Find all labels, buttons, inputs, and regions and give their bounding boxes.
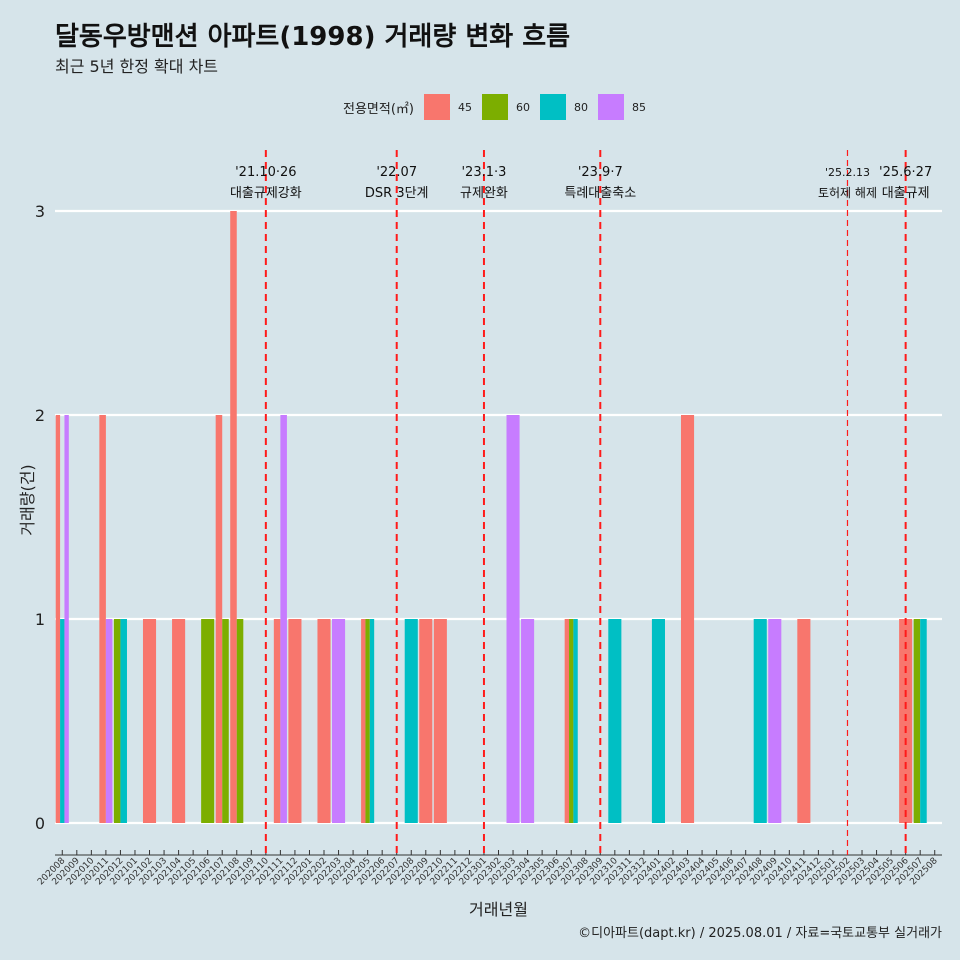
- bar-202507-60: [913, 619, 921, 823]
- bar-202307-45: [564, 619, 570, 823]
- event-label-0: 대출규제강화: [230, 186, 302, 201]
- bar-202107-45: [215, 415, 223, 823]
- legend-item-80: 80: [539, 94, 594, 120]
- legend-label-45: 45: [457, 100, 472, 114]
- bar-202307-60: [569, 619, 574, 823]
- bar-202012-60: [113, 619, 121, 823]
- bar-202008-80: [60, 619, 65, 823]
- bar-202102-45: [142, 619, 157, 823]
- bar-202205-80: [369, 619, 375, 823]
- bar-202012-80: [120, 619, 127, 823]
- event-date-0: '21.10·26: [235, 165, 296, 180]
- y-tick-label-2: 2: [35, 406, 45, 425]
- legend-key-85: [597, 94, 624, 120]
- bar-202401-80: [651, 619, 665, 823]
- legend-label-60: 60: [515, 100, 530, 114]
- bar-202108-60: [236, 619, 244, 823]
- bar-202108-45: [230, 211, 237, 823]
- y-tick-label-0: 0: [35, 814, 45, 833]
- legend-item-85: 85: [597, 94, 652, 120]
- legend-title: 전용면적(㎡): [343, 101, 414, 117]
- event-label-5: 대출규제: [882, 186, 930, 201]
- bar-202208-80: [404, 619, 418, 823]
- bar-202104-45: [172, 619, 186, 823]
- legend-item-60: 60: [481, 94, 536, 120]
- legend-key-80: [539, 94, 566, 120]
- y-axis-title: 거래량(건): [18, 464, 37, 535]
- event-date-5: '25.6·27: [879, 165, 932, 180]
- bar-202506-45: [899, 619, 913, 823]
- chart-title: 달동우방맨션 아파트(1998) 거래량 변화 흐름: [55, 22, 571, 52]
- bar-202112-45: [288, 619, 302, 823]
- event-label-4: 토허제 해제: [818, 186, 877, 200]
- event-date-4: '25.2.13: [825, 166, 870, 179]
- bar-202304-85: [521, 619, 535, 823]
- bar-202403-45: [680, 415, 695, 823]
- bar-202111-85: [280, 415, 287, 823]
- bar-202408-80: [753, 619, 767, 823]
- bar-202202-45: [317, 619, 331, 823]
- event-date-2: '23.1·3: [461, 165, 506, 180]
- event-label-3: 특례대출축소: [564, 186, 636, 201]
- bar-202409-85: [768, 619, 782, 823]
- bar-202507-80: [920, 619, 927, 823]
- legend-key-60: [481, 94, 508, 120]
- bar-202307-80: [573, 619, 578, 823]
- bar-202210-45: [433, 619, 447, 823]
- event-date-1: '22.07: [376, 165, 417, 180]
- bar-202111-45: [273, 619, 281, 823]
- y-tick-label-1: 1: [35, 610, 45, 629]
- event-label-2: 규제완화: [460, 186, 508, 201]
- bar-202205-45: [361, 619, 366, 823]
- legend-label-85: 85: [631, 100, 646, 114]
- bar-202107-60: [222, 619, 229, 823]
- bar-202303-85: [506, 415, 520, 823]
- bar-202106-60: [201, 619, 215, 823]
- bar-202310-80: [608, 619, 622, 823]
- event-label-1: DSR 3단계: [365, 186, 429, 201]
- legend: 전용면적(㎡) 45 60 80 85: [343, 93, 656, 121]
- legend-item-45: 45: [423, 94, 478, 120]
- bar-202411-45: [797, 619, 811, 823]
- bar-202209-45: [419, 619, 433, 823]
- bar-202011-85: [105, 619, 113, 823]
- bar-202203-85: [332, 619, 346, 823]
- bar-202008-45: [55, 415, 61, 823]
- legend-key-45: [423, 94, 450, 120]
- bar-202008-85: [64, 415, 69, 823]
- y-tick-label-3: 3: [35, 202, 45, 221]
- x-axis-title: 거래년월: [469, 900, 528, 919]
- source-caption: ©디아파트(dapt.kr) / 2025.08.01 / 자료=국토교통부 실…: [578, 926, 942, 941]
- event-date-3: '23.9·7: [578, 165, 623, 180]
- legend-label-80: 80: [573, 100, 588, 114]
- chart-subtitle: 최근 5년 한정 확대 차트: [55, 57, 219, 76]
- bar-202205-60: [365, 619, 370, 823]
- bar-202011-45: [99, 415, 106, 823]
